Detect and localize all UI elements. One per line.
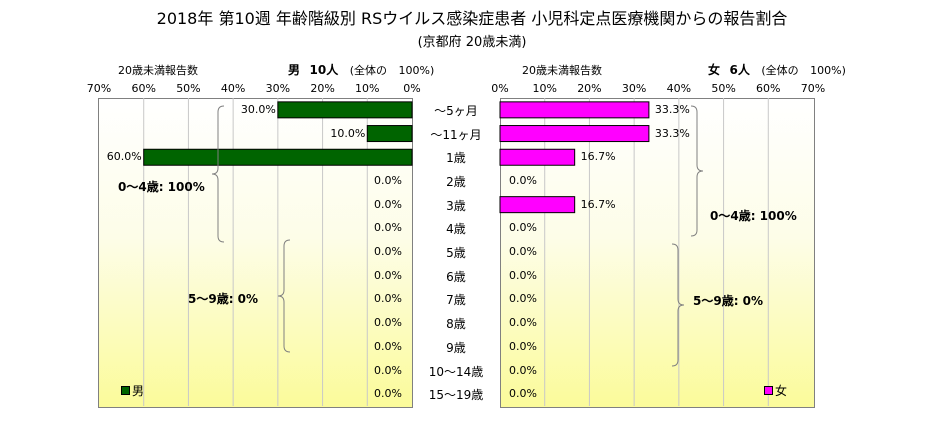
- chart-title: 2018年 第10週 年齢階級別 RSウイルス感染症患者 小児科定点医療機関から…: [156, 9, 788, 28]
- male-value-label: 30.0%: [240, 102, 276, 116]
- legend-male-swatch: [121, 386, 130, 395]
- male-value-label: 0.0%: [374, 316, 402, 330]
- male-value-label: 0.0%: [374, 245, 402, 259]
- category-label: ～11ヶ月: [430, 127, 482, 142]
- female-summary-0-4: 0～4歳: 100%: [710, 209, 797, 223]
- female-header-label: 20歳未満報告数: [522, 64, 602, 77]
- female-value-label: 33.3%: [654, 126, 690, 140]
- male-bar: [277, 101, 413, 119]
- male-value-label: 0.0%: [374, 268, 402, 282]
- legend-female-label: 女: [775, 384, 788, 398]
- female-summary-5-9: 5～9歳: 0%: [693, 294, 764, 308]
- category-label: 7歳: [446, 293, 466, 308]
- female-value-label: 0.0%: [509, 339, 537, 353]
- legend-male-label: 男: [132, 384, 145, 398]
- male-tick-label: 70%: [86, 82, 112, 95]
- female-tick-label: 70%: [800, 82, 826, 95]
- female-value-label: 0.0%: [509, 316, 537, 330]
- male-value-label: 0.0%: [374, 387, 402, 401]
- female-bar: [499, 101, 650, 119]
- legend-male: 男: [121, 382, 144, 399]
- category-label: 5歳: [446, 246, 466, 261]
- female-value-label: 0.0%: [509, 292, 537, 306]
- female-header-basis: (全体の: [761, 64, 799, 77]
- male-header-sex: 男: [288, 63, 301, 77]
- female-value-label: 16.7%: [580, 150, 616, 164]
- female-header-sex: 女: [708, 63, 721, 77]
- female-bar: [499, 196, 576, 214]
- category-label: 1歳: [446, 151, 466, 166]
- legend-female-swatch: [764, 386, 773, 395]
- male-header-basis: (全体の: [349, 64, 388, 77]
- male-header-label: 20歳未満報告数: [118, 64, 198, 77]
- female-tick-label: 0%: [491, 82, 509, 95]
- male-bar: [366, 125, 413, 143]
- male-brace-5-9: [277, 239, 291, 353]
- male-tick-label: 20%: [310, 82, 335, 95]
- female-value-label: 16.7%: [580, 197, 616, 211]
- male-tick-label: 60%: [131, 82, 156, 95]
- female-tick-label: 60%: [756, 82, 781, 95]
- male-summary-5-9: 5～9歳: 0%: [188, 292, 259, 306]
- female-header: 女 6人 (全体の 100%): [708, 61, 846, 78]
- female-tick-label: 10%: [532, 82, 557, 95]
- female-tick-label: 30%: [621, 82, 647, 95]
- male-tick-label: 0%: [403, 82, 421, 95]
- female-value-label: 0.0%: [509, 221, 537, 235]
- category-label: 4歳: [446, 222, 466, 237]
- category-label: 3歳: [446, 198, 466, 213]
- male-value-label: 0.0%: [374, 339, 402, 353]
- male-value-label: 60.0%: [106, 150, 142, 164]
- chart-subtitle: (京都府 20歳未満): [417, 35, 527, 50]
- female-value-label: 0.0%: [509, 268, 537, 282]
- female-value-label: 0.0%: [509, 173, 537, 187]
- category-label: 15～19歳: [428, 388, 484, 403]
- male-value-label: 0.0%: [374, 173, 402, 187]
- female-value-label: 0.0%: [509, 245, 537, 259]
- male-summary-0-4: 0～4歳: 100%: [118, 180, 205, 194]
- female-value-label: 33.3%: [654, 102, 690, 116]
- male-brace-0-4: [211, 105, 225, 243]
- male-value-label: 0.0%: [374, 363, 402, 377]
- category-label: 2歳: [446, 174, 466, 189]
- male-tick-label: 40%: [220, 82, 246, 95]
- male-value-label: 10.0%: [330, 126, 366, 140]
- category-label: 10～14歳: [428, 364, 484, 379]
- category-label: ～5ヶ月: [434, 103, 478, 118]
- female-value-label: 0.0%: [509, 387, 537, 401]
- female-brace-0-4: [690, 105, 704, 237]
- male-value-label: 0.0%: [374, 197, 402, 211]
- male-header: 男 10人 (全体の 100%): [288, 61, 434, 78]
- male-header-count: 10人: [309, 63, 339, 77]
- male-value-label: 0.0%: [374, 221, 402, 235]
- male-value-label: 0.0%: [374, 292, 402, 306]
- female-brace-5-9: [671, 243, 685, 367]
- female-tick-label: 40%: [666, 82, 692, 95]
- female-tick-label: 50%: [711, 82, 736, 95]
- female-bar: [499, 125, 650, 143]
- category-label: 8歳: [446, 317, 466, 332]
- female-header-count: 6人: [729, 63, 750, 77]
- category-label: 6歳: [446, 269, 466, 284]
- female-bar: [499, 148, 576, 166]
- category-label: 9歳: [446, 340, 466, 355]
- female-value-label: 0.0%: [509, 363, 537, 377]
- female-tick-label: 20%: [577, 82, 602, 95]
- female-header-pct: 100%): [810, 64, 846, 77]
- male-tick-label: 50%: [176, 82, 201, 95]
- male-tick-label: 10%: [355, 82, 380, 95]
- male-tick-label: 30%: [265, 82, 291, 95]
- legend-female: 女: [764, 382, 787, 399]
- male-bar: [143, 148, 413, 166]
- male-header-pct: 100%): [398, 64, 435, 77]
